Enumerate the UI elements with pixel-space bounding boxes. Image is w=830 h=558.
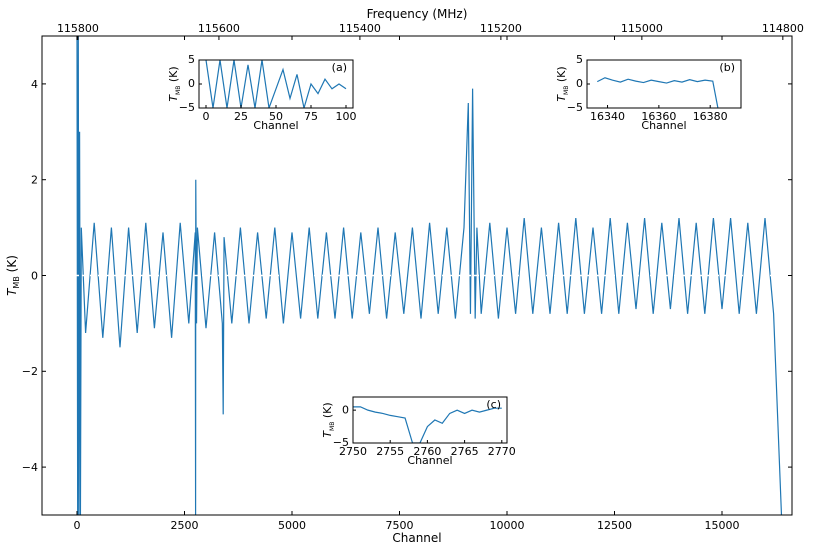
x-tick-label: 15000: [704, 519, 739, 532]
axes-frame: [352, 396, 508, 444]
panel-label: (b): [719, 61, 735, 74]
spectrum-line: [353, 406, 502, 443]
spectrum-line: [205, 60, 347, 108]
panel-label: (c): [486, 398, 501, 411]
x-tick-label: 75: [304, 110, 318, 123]
y-tick-label: 0: [188, 77, 195, 90]
x-tick-label: 2755: [376, 445, 404, 458]
y-label-unit: (K): [167, 66, 180, 82]
inset: 16340 16360 16380 −5 0 5 Channel TMB (K) (b): [555, 53, 742, 132]
x2-tick-label: 115000: [621, 22, 663, 35]
x-tick-label: 7500: [385, 519, 413, 532]
x-tick-label: 2765: [451, 445, 479, 458]
y-tick-label: 0: [342, 403, 349, 416]
y-tick-label: 2: [31, 174, 38, 187]
x-tick-label: 5000: [278, 519, 306, 532]
y-label-symbol: T: [555, 94, 568, 102]
x2-tick-label: 115400: [339, 22, 381, 35]
x-tick-label: 16360: [641, 110, 676, 123]
x2-tick-label: 115800: [57, 22, 99, 35]
y-label-subscript: MB: [329, 422, 336, 431]
y-axis-label: TMB (K): [167, 66, 182, 101]
y-tick-label: −5: [179, 101, 195, 114]
x-tick-label: 12500: [597, 519, 632, 532]
x2-tick-label: 115200: [480, 22, 522, 35]
x-tick-label: 2500: [171, 519, 199, 532]
x-tick-label: 0: [203, 110, 210, 123]
y-tick-label: 0: [31, 269, 38, 282]
y-tick-label: −4: [22, 461, 38, 474]
x-axis-label: Channel: [641, 119, 686, 132]
plot-background: [587, 60, 741, 108]
plot-background: [353, 397, 507, 443]
y-label-subscript: MB: [12, 276, 21, 288]
y-tick-label: −5: [333, 436, 349, 449]
x-axis-label: Channel: [392, 531, 441, 545]
x-axis-label: Channel: [253, 119, 298, 132]
y-label-subscript: MB: [175, 86, 182, 95]
y-tick-label: 4: [31, 78, 38, 91]
spectrum-line: [76, 36, 783, 515]
y-tick-label: −5: [567, 101, 583, 114]
x-tick-label: 100: [336, 110, 357, 123]
inset: 0 25 50 75 100 −5 0 5 Channel TMB (K) (a): [167, 53, 357, 132]
y-tick-label: −2: [22, 365, 38, 378]
panel-label: (a): [332, 61, 347, 74]
y-axis-label: TMB (K): [555, 66, 570, 101]
x2-tick-label: 114800: [762, 22, 804, 35]
x2-tick-label: 115600: [198, 22, 240, 35]
x-tick-label: 25: [234, 110, 248, 123]
y-label-symbol: T: [167, 94, 180, 102]
y-tick-label: 0: [576, 77, 583, 90]
x-tick-label: 0: [74, 519, 81, 532]
x-tick-label: 2770: [488, 445, 516, 458]
y-label-symbol: T: [321, 430, 334, 438]
x-tick-label: 16380: [693, 110, 728, 123]
plot-background: [199, 60, 353, 108]
x2-axis-label: Frequency (MHz): [367, 7, 468, 21]
y-label-unit: (K): [321, 402, 334, 418]
y-label-unit: (K): [555, 66, 568, 82]
spectrum-line: [597, 77, 719, 108]
y-label-subscript: MB: [563, 86, 570, 95]
y-axis-label: TMB (K): [321, 402, 336, 437]
y-tick-label: 5: [576, 53, 583, 66]
x-tick-label: 10000: [489, 519, 524, 532]
y-label-symbol: T: [5, 287, 19, 296]
x-tick-label: 16340: [590, 110, 625, 123]
x-tick-label: 50: [269, 110, 283, 123]
x-tick-label: 2760: [413, 445, 441, 458]
y-tick-label: 5: [188, 53, 195, 66]
x-axis-label: Channel: [407, 454, 452, 467]
x-tick-label: 2750: [339, 445, 367, 458]
y-label-unit: (K): [5, 255, 19, 272]
y-axis-label: TMB (K): [5, 255, 21, 296]
inset: 2750 2755 2760 2765 2770 −5 0 Channel TMB (K) (c): [321, 396, 516, 467]
